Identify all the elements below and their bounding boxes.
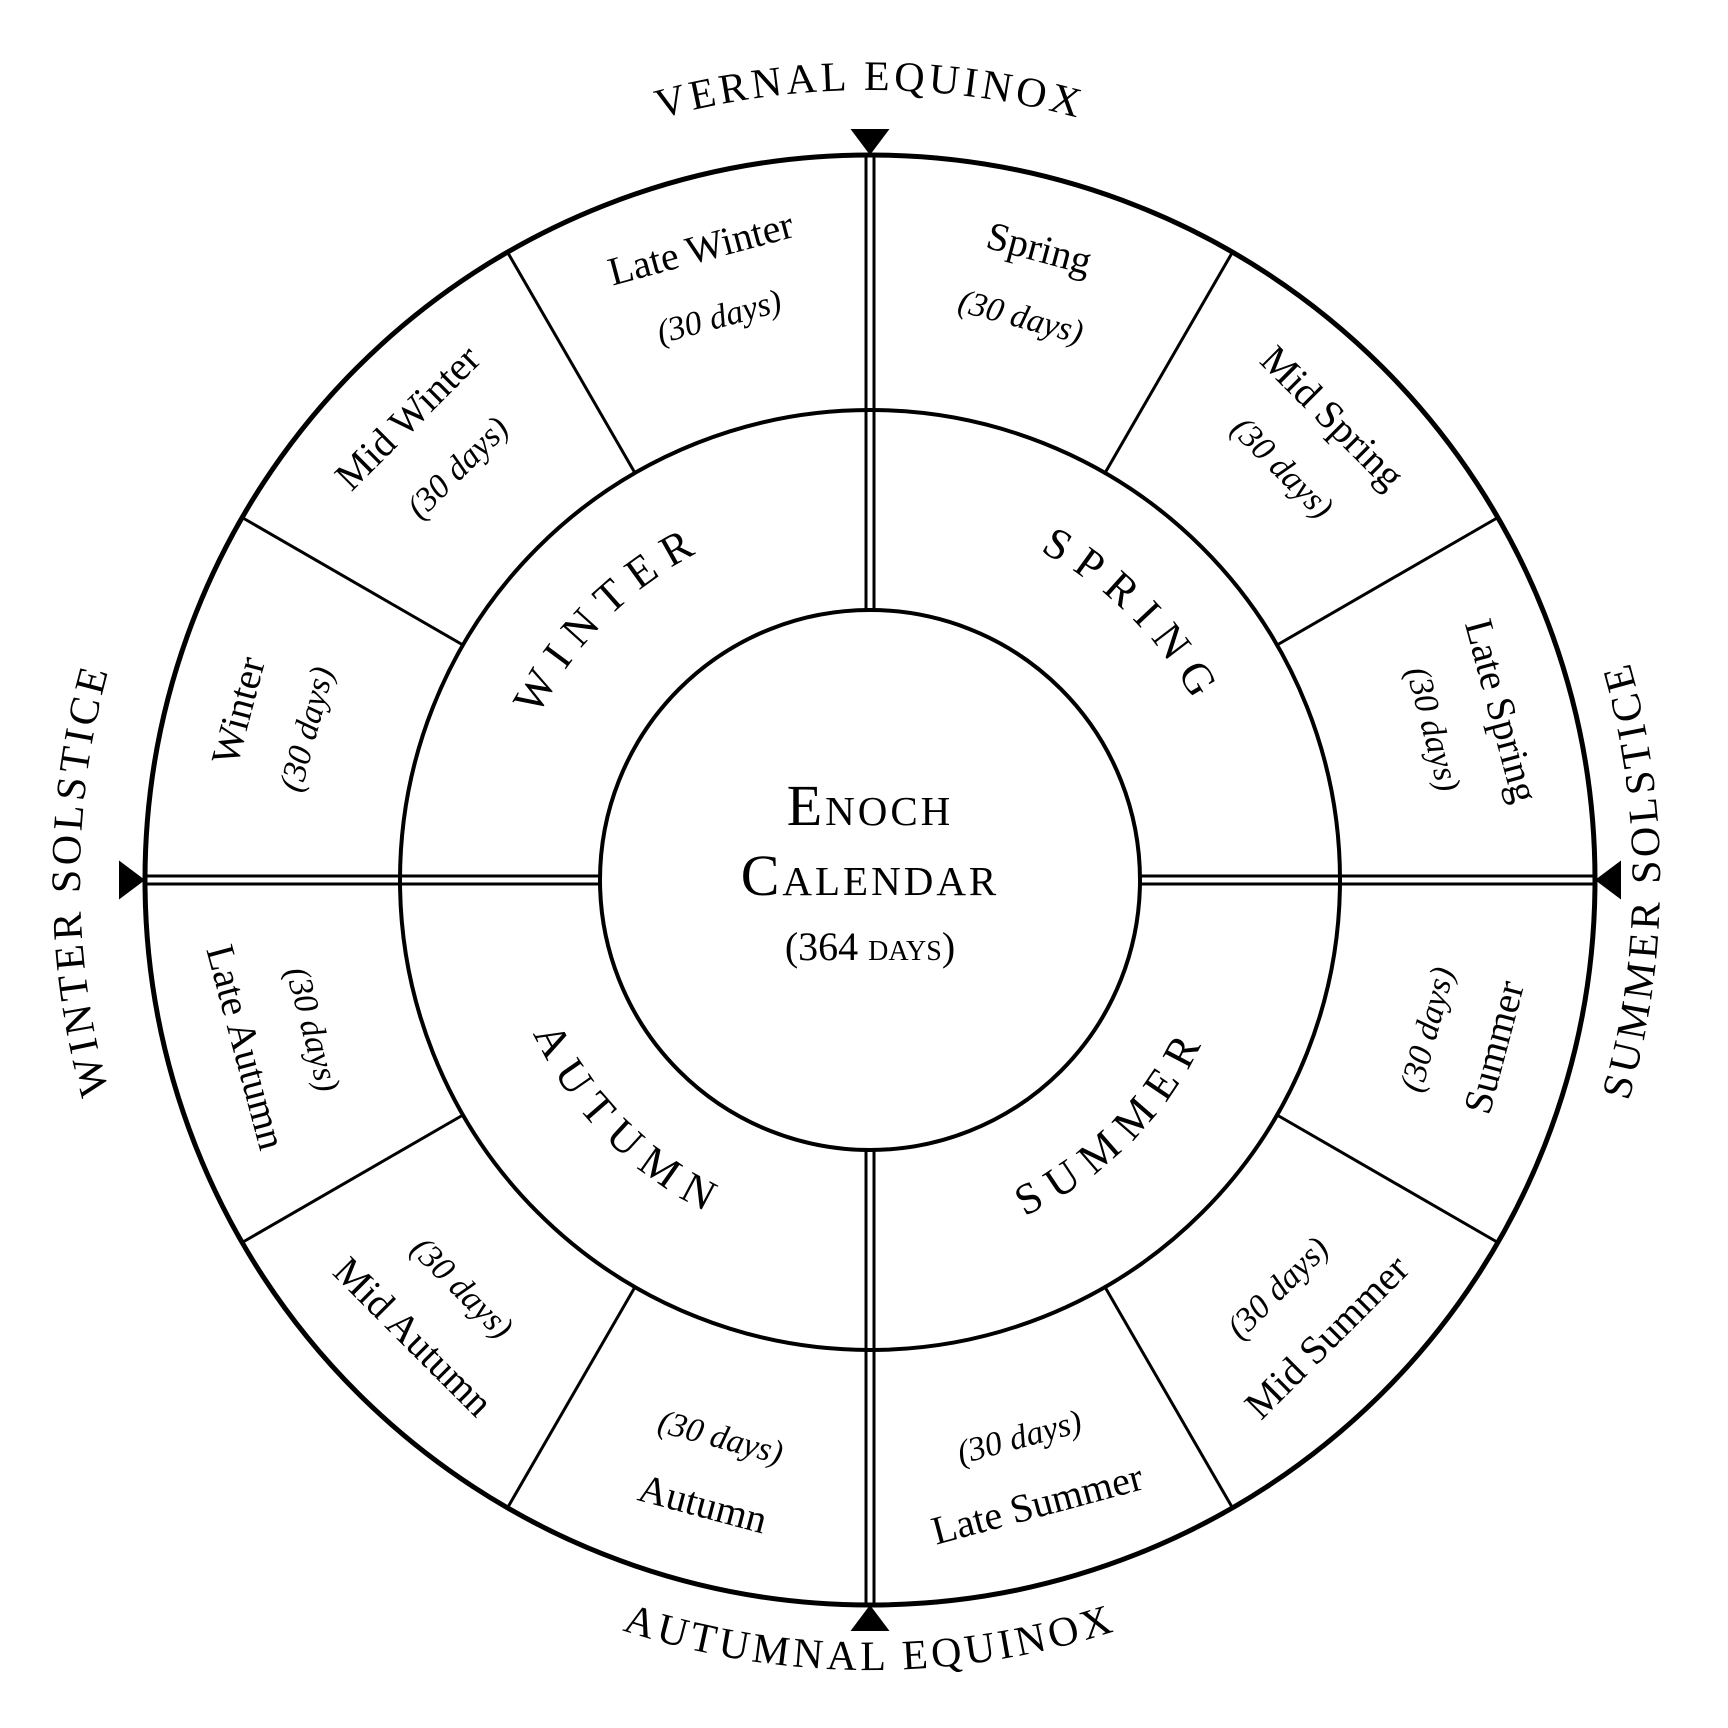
month-name: Mid Summer (1236, 1246, 1418, 1428)
cardinal-label: WINTER SOLSTICE (44, 659, 119, 1101)
month-name: Winter (202, 652, 274, 769)
cardinal-arrow-icon (1595, 861, 1621, 900)
cardinal-arrow-icon (119, 861, 145, 900)
enoch-calendar-diagram: VERNAL EQUINOXSUMMER SOLSTICEAUTUMNAL EQ… (0, 0, 1728, 1728)
month-days: (30 days) (278, 963, 347, 1096)
month-days: (30 days) (1393, 963, 1462, 1096)
season-label: SUMMER (1007, 1016, 1216, 1225)
center-title-line1: Enoch (787, 773, 954, 838)
month-days: (30 days) (953, 1403, 1086, 1472)
month-days: (30 days) (653, 283, 786, 352)
season-label: AUTUMN (524, 1015, 735, 1226)
month-name: Spring (982, 212, 1097, 283)
month-days: (30 days) (654, 1403, 787, 1472)
month-name: Late Summer (927, 1454, 1148, 1554)
month-divider (508, 1287, 636, 1508)
month-days: (30 days) (954, 283, 1087, 352)
month-name: Late Winter (603, 202, 798, 295)
month-divider (1105, 252, 1233, 473)
month-days: (30 days) (273, 663, 342, 796)
month-days: (30 days) (1398, 663, 1467, 796)
month-divider (242, 518, 463, 646)
month-name: Summer (1454, 976, 1533, 1119)
month-name: Autumn (634, 1465, 772, 1542)
cardinal-arrow-icon (851, 1605, 890, 1631)
center-title-line2: Calendar (741, 843, 1000, 908)
month-name: Late Spring (1456, 614, 1548, 807)
cardinal-label: VERNAL EQUINOX (650, 54, 1089, 128)
center-subtitle: (364 days) (785, 924, 955, 969)
cardinal-arrow-icon (851, 129, 890, 155)
month-divider (1277, 1115, 1498, 1243)
